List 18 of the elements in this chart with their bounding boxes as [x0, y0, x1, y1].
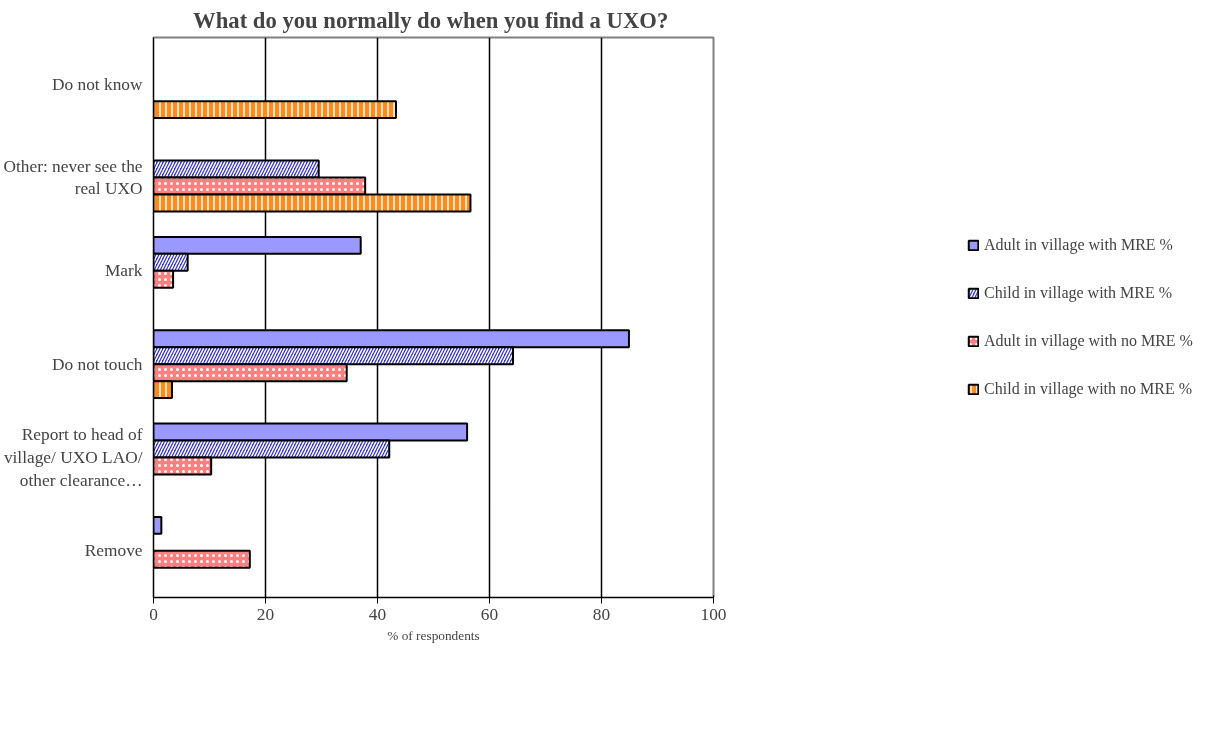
x-tick-label: 60: [480, 604, 499, 624]
y-tick-label: Do not touch: [52, 354, 143, 374]
x-tick-label: 40: [368, 604, 387, 624]
x-axis-title: % of respondents: [387, 627, 480, 643]
legend-label: Child in village with MRE %: [984, 284, 1173, 302]
x-tick-label: 100: [700, 604, 727, 624]
y-tick-label: Mark: [104, 261, 143, 281]
y-tick-label: Do not know: [52, 74, 143, 94]
x-tick-label: 80: [592, 604, 611, 624]
x-tick-label: 0: [149, 604, 158, 624]
chart-title: What do you normally do when you find a UXO?: [193, 7, 669, 33]
y-tick-label: Report to head of village/ UXO LAO/ other clearance…: [3, 425, 143, 490]
y-tick-label: Other: never see the real UXO: [3, 156, 143, 199]
x-tick-label: 20: [256, 604, 275, 624]
legend-label: Adult in village with no MRE %: [984, 332, 1193, 350]
y-tick-label: Remove: [84, 541, 143, 561]
legend-label: Child in village with no MRE %: [984, 380, 1193, 398]
legend-label: Adult in village with MRE %: [984, 236, 1173, 254]
